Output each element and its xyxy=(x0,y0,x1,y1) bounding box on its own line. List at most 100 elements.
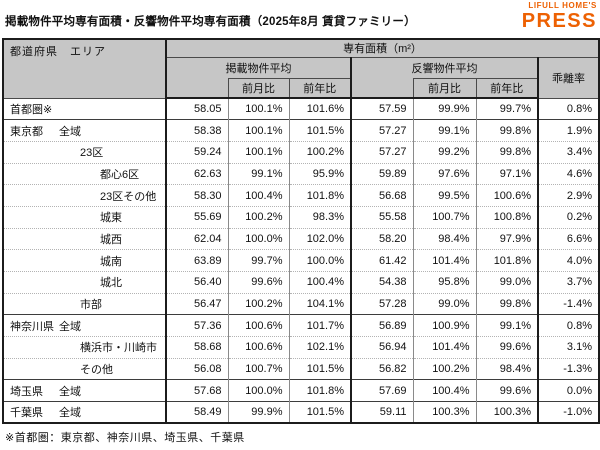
table-row: 東京都 全域 58.38 100.1% 101.5% 57.27 99.1% 99.8% 1.9… xyxy=(3,119,599,142)
area-label: 城南 xyxy=(100,255,122,268)
row-label-cell: 東京都 全域 xyxy=(3,119,166,142)
cell-inq: 57.69 xyxy=(350,379,413,402)
area-label: その他 xyxy=(80,364,113,377)
cell-listed_yoy: 101.6% xyxy=(288,98,351,120)
cell-inq_yoy: 99.6% xyxy=(475,336,538,359)
cell-inq_yoy: 99.7% xyxy=(475,98,538,120)
cell-inq_mom: 101.4% xyxy=(412,249,476,272)
cell-listed_mom: 100.0% xyxy=(227,379,289,402)
area-label: 市部 xyxy=(80,299,102,312)
cell-listed: 57.68 xyxy=(165,379,228,402)
cell-inq_mom: 100.7% xyxy=(412,205,476,229)
header-listed-mom: 前月比 xyxy=(227,77,290,99)
prefecture-label: 埼玉県 xyxy=(10,385,43,398)
cell-inq_mom: 100.4% xyxy=(412,379,476,402)
cell-inq_mom: 98.4% xyxy=(412,227,476,250)
cell-div: 0.2% xyxy=(537,205,599,229)
cell-listed: 58.05 xyxy=(165,98,228,120)
header-listed-value-spacer xyxy=(165,78,229,99)
row-label-cell: 23区 xyxy=(3,140,166,164)
cell-div: 6.6% xyxy=(537,227,599,250)
cell-div: -1.0% xyxy=(537,401,599,424)
cell-listed: 56.08 xyxy=(165,357,228,380)
header-region-area: 都道府県 エリア xyxy=(2,38,167,99)
cell-inq: 57.27 xyxy=(350,119,413,142)
cell-listed: 56.47 xyxy=(165,292,228,315)
cell-inq: 56.82 xyxy=(350,357,413,380)
cell-inq_mom: 99.5% xyxy=(412,184,476,207)
cell-listed_yoy: 95.9% xyxy=(288,162,351,185)
cell-listed: 58.38 xyxy=(165,119,228,142)
cell-inq_mom: 95.8% xyxy=(412,271,476,294)
row-label-cell: 神奈川県 全域 xyxy=(3,314,166,337)
row-label-cell: 23区その他 xyxy=(3,184,166,207)
cell-listed_mom: 99.9% xyxy=(227,401,289,424)
header-listed-yoy: 前年比 xyxy=(288,77,352,99)
cell-listed_yoy: 102.0% xyxy=(288,227,351,250)
cell-listed_mom: 100.2% xyxy=(227,292,289,315)
header-listed-average-group: 掲載物件平均 xyxy=(165,56,352,78)
cell-listed_yoy: 101.8% xyxy=(288,184,351,207)
cell-inq_mom: 99.0% xyxy=(412,292,476,315)
cell-inq_yoy: 101.8% xyxy=(475,249,538,272)
cell-listed: 59.24 xyxy=(165,140,228,164)
row-label-cell: 城北 xyxy=(3,271,166,294)
cell-inq_mom: 101.4% xyxy=(412,336,476,359)
table-body: 首都圏※ 58.05 100.1% 101.6% 57.59 99.9% 99.7% 0.8%… xyxy=(3,98,599,424)
cell-listed_mom: 100.4% xyxy=(227,184,289,207)
cell-listed_yoy: 101.7% xyxy=(288,314,351,337)
cell-listed: 57.36 xyxy=(165,314,228,337)
cell-div: 4.0% xyxy=(537,249,599,272)
table-row: その他 56.08 100.7% 101.5% 56.82 100.2% 98.4% -1.3… xyxy=(3,357,599,380)
table-row: 23区その他 58.30 100.4% 101.8% 56.68 99.5% 100.6% 2… xyxy=(3,184,599,207)
cell-inq_yoy: 97.1% xyxy=(475,162,538,185)
footnote: ※首都圏：東京都、神奈川県、埼玉県、千葉県 xyxy=(5,432,245,444)
cell-listed_yoy: 104.1% xyxy=(288,292,351,315)
header-divergence-rate: 乖離率 xyxy=(537,56,600,99)
area-label: 全域 xyxy=(59,407,81,420)
area-label: 23区その他 xyxy=(100,190,157,203)
cell-inq: 54.38 xyxy=(350,271,413,294)
table-row: 城南 63.89 99.7% 100.0% 61.42 101.4% 101.8% 4.0% xyxy=(3,249,599,272)
row-label-cell: 市部 xyxy=(3,292,166,315)
row-label-cell: 都心6区 xyxy=(3,162,166,185)
cell-listed_yoy: 101.8% xyxy=(288,379,351,402)
cell-inq_yoy: 99.8% xyxy=(475,119,538,142)
cell-listed_mom: 99.6% xyxy=(227,271,289,294)
cell-listed: 56.40 xyxy=(165,271,228,294)
lifull-homes-press-logo: LIFULL HOME'S PRESS xyxy=(521,2,597,32)
cell-inq_mom: 97.6% xyxy=(412,162,476,185)
cell-listed: 62.63 xyxy=(165,162,228,185)
table-row: 23区 59.24 100.1% 100.2% 57.27 99.2% 99.8% 3.4% xyxy=(3,140,599,164)
area-label: 全域 xyxy=(59,320,81,333)
cell-listed_yoy: 100.4% xyxy=(288,271,351,294)
cell-div: -1.4% xyxy=(537,292,599,315)
table-row: 神奈川県 全域 57.36 100.6% 101.7% 56.89 100.9% 99.1% 0… xyxy=(3,314,599,337)
cell-inq_yoy: 97.9% xyxy=(475,227,538,250)
cell-div: 2.9% xyxy=(537,184,599,207)
cell-listed_mom: 100.7% xyxy=(227,357,289,380)
cell-div: -1.3% xyxy=(537,357,599,380)
table-row: 城東 55.69 100.2% 98.3% 55.58 100.7% 100.8% 0.2% xyxy=(3,205,599,229)
area-statistics-table: 都道府県 エリア 専有面積（m²） 掲載物件平均 反響物件平均 乖離率 前月比 … xyxy=(2,38,600,425)
header-inquiry-value-spacer xyxy=(350,78,414,99)
cell-div: 0.8% xyxy=(537,98,599,120)
cell-inq_mom: 100.9% xyxy=(412,314,476,337)
prefecture-label: 東京都 xyxy=(10,125,43,138)
cell-inq: 57.59 xyxy=(350,98,413,120)
logo-press-text: PRESS xyxy=(521,10,597,32)
table-header: 都道府県 エリア 専有面積（m²） 掲載物件平均 反響物件平均 乖離率 前月比 … xyxy=(2,38,600,99)
cell-listed: 63.89 xyxy=(165,249,228,272)
table-row: 城北 56.40 99.6% 100.4% 54.38 95.8% 99.0% 3.7% xyxy=(3,271,599,294)
cell-listed: 58.49 xyxy=(165,401,228,424)
cell-listed_yoy: 100.2% xyxy=(288,140,351,164)
cell-listed_yoy: 101.5% xyxy=(288,401,351,424)
row-label-cell: 首都圏※ xyxy=(3,98,166,120)
cell-inq: 56.94 xyxy=(350,336,413,359)
cell-listed_mom: 100.6% xyxy=(227,336,289,359)
prefecture-label: 神奈川県 xyxy=(10,320,54,333)
cell-inq_yoy: 99.8% xyxy=(475,140,538,164)
cell-div: 3.7% xyxy=(537,271,599,294)
cell-inq_yoy: 99.6% xyxy=(475,379,538,402)
area-label: 城北 xyxy=(100,277,122,290)
